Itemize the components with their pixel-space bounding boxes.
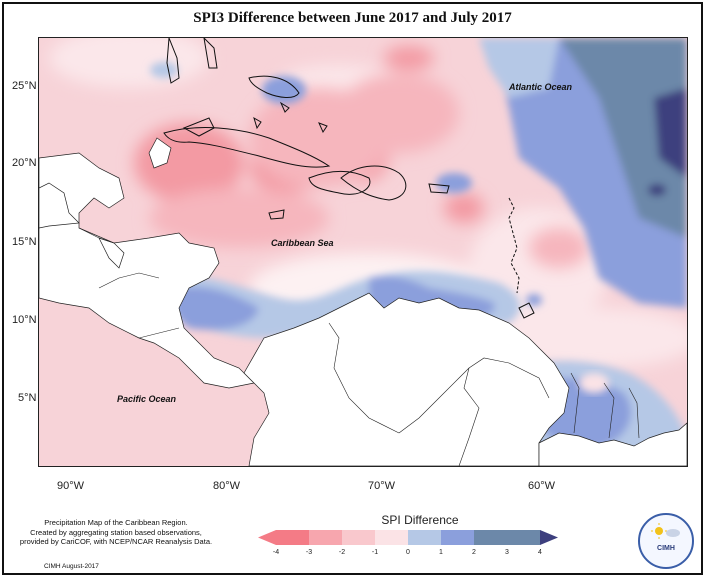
label-caribbean-sea: Caribbean Sea bbox=[271, 238, 334, 248]
lat-label-25n: 25°N bbox=[12, 80, 37, 92]
logo-text: CIMH bbox=[657, 545, 675, 552]
source-line-1: Precipitation Map of the Caribbean Regio… bbox=[44, 518, 188, 527]
legend-bin bbox=[474, 530, 508, 545]
legend-tick-label: 2 bbox=[472, 549, 476, 556]
source-note: Precipitation Map of the Caribbean Regio… bbox=[16, 518, 216, 547]
field-guiana-patch bbox=[579, 373, 609, 393]
map-title: SPI3 Difference between June 2017 and Ju… bbox=[193, 10, 512, 26]
legend-tick-label: 3 bbox=[505, 549, 509, 556]
legend-tick-label: 1 bbox=[439, 549, 443, 556]
lon-label-80w: 80°W bbox=[213, 480, 241, 492]
legend-bin bbox=[309, 530, 343, 545]
legend-tick-label: -3 bbox=[305, 549, 313, 556]
country-borders bbox=[78, 227, 640, 466]
island-outlines bbox=[163, 38, 535, 319]
legend-bin bbox=[441, 530, 475, 545]
source-line-3: provided by CariCOF, with NCEP/NCAR Rean… bbox=[19, 537, 213, 546]
legend-tick-label: 0 bbox=[406, 549, 410, 556]
lon-label-90w: 90°W bbox=[57, 480, 85, 492]
map-canvas bbox=[39, 38, 687, 466]
legend-bin bbox=[375, 530, 409, 545]
legend-bin bbox=[342, 530, 376, 545]
legend-tick-label: 4 bbox=[538, 549, 542, 556]
field-negative-areas bbox=[134, 46, 589, 268]
legend-tick-label: -2 bbox=[338, 549, 346, 556]
lat-label-10n: 10°N bbox=[12, 314, 37, 326]
lat-label-20n: 20°N bbox=[12, 157, 37, 169]
lon-label-60w: 60°W bbox=[528, 480, 556, 492]
source-line-2: Created by aggregating station based obs… bbox=[30, 527, 202, 537]
lat-label-15n: 15°N bbox=[12, 236, 37, 248]
lon-label-70w: 70°W bbox=[368, 480, 396, 492]
legend-title: SPI Difference bbox=[381, 513, 459, 527]
land-areas bbox=[39, 137, 687, 466]
label-pacific-ocean: Pacific Ocean bbox=[117, 394, 177, 404]
lat-label-5n: 5°N bbox=[18, 392, 37, 404]
spi-difference-map: Atlantic Ocean Caribbean Sea Pacific Oce… bbox=[38, 37, 688, 467]
legend-colorbar bbox=[258, 530, 558, 545]
legend-tick-label: -1 bbox=[371, 549, 379, 556]
legend-bin bbox=[408, 530, 442, 545]
logo-weather-icon bbox=[651, 523, 680, 539]
cimh-logo: CIMH bbox=[638, 513, 694, 569]
legend-arrow-high bbox=[540, 530, 558, 545]
label-atlantic-ocean: Atlantic Ocean bbox=[509, 82, 573, 92]
legend-bin bbox=[276, 530, 310, 545]
legend-arrow-low bbox=[258, 530, 276, 545]
legend-tick-label: -4 bbox=[272, 549, 280, 556]
legend-bin bbox=[507, 530, 541, 545]
issue-date: CIMH August-2017 bbox=[44, 563, 99, 570]
